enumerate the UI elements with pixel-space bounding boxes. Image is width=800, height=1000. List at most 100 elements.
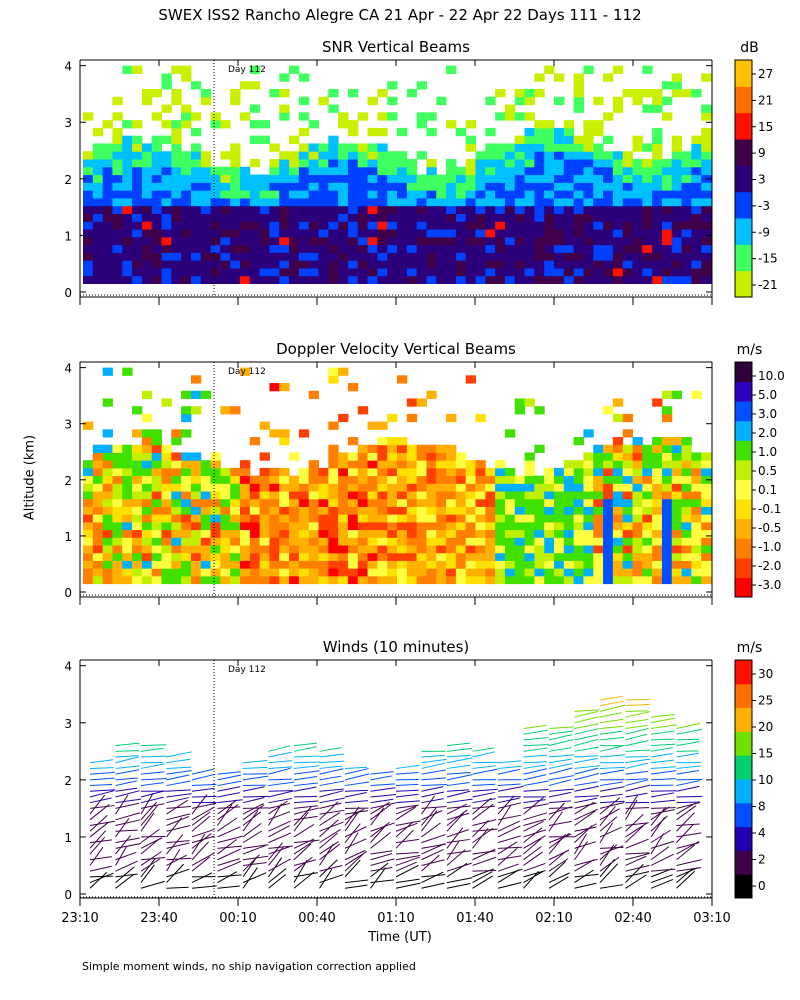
- velocity-cell: [230, 406, 241, 415]
- velocity-cell: [102, 552, 113, 561]
- snr-cell: [652, 174, 663, 183]
- wind-barb: [166, 789, 191, 792]
- wind-barb: [625, 784, 651, 792]
- velocity-cell: [406, 529, 418, 538]
- velocity-cell: [377, 545, 388, 554]
- snr-cell: [132, 174, 143, 183]
- snr-cell: [141, 182, 153, 191]
- colorbar-segment: [735, 707, 752, 732]
- velocity-cell: [259, 568, 270, 577]
- velocity-cell: [573, 529, 584, 538]
- velocity-cell: [671, 475, 683, 484]
- velocity-cell: [671, 506, 683, 515]
- wind-barb: [497, 802, 521, 809]
- snr-cell: [544, 151, 555, 160]
- snr-cell: [377, 190, 388, 199]
- wind-barb: [115, 769, 140, 775]
- wind-barb: [344, 859, 361, 878]
- velocity-cell: [661, 460, 673, 469]
- wind-barb: [268, 811, 291, 821]
- snr-cell: [554, 229, 565, 238]
- velocity-cell: [357, 568, 369, 577]
- wind-barb: [268, 874, 286, 889]
- velocity-cell: [161, 460, 172, 469]
- wind-barb: [217, 826, 241, 838]
- wind-barb: [676, 785, 700, 792]
- wind-barb: [140, 796, 164, 804]
- snr-cell: [171, 205, 182, 214]
- snr-cell: [171, 135, 182, 144]
- wind-barb: [242, 855, 269, 861]
- velocity-cell: [83, 483, 94, 492]
- snr-cell: [249, 260, 261, 269]
- velocity-cell: [573, 483, 584, 492]
- snr-cell: [534, 127, 545, 137]
- snr-cell: [573, 166, 584, 176]
- snr-cell: [230, 205, 241, 214]
- velocity-cell: [504, 545, 516, 554]
- velocity-cell: [632, 552, 643, 561]
- snr-cell: [122, 260, 133, 269]
- wind-barb: [421, 758, 447, 764]
- snr-cell: [200, 275, 212, 285]
- velocity-cell: [563, 460, 575, 469]
- velocity-cell: [377, 552, 388, 561]
- velocity-cell: [701, 529, 712, 538]
- velocity-cell: [504, 514, 516, 523]
- snr-cell: [612, 65, 624, 74]
- velocity-cell: [387, 575, 398, 585]
- velocity-cell: [563, 514, 575, 523]
- velocity-cell: [622, 498, 633, 507]
- velocity-cell: [328, 467, 339, 477]
- velocity-cell: [622, 514, 633, 523]
- snr-cell: [377, 267, 388, 277]
- velocity-cell: [661, 506, 673, 515]
- snr-cell: [524, 267, 535, 277]
- velocity-cell: [495, 491, 506, 500]
- wind-barb: [191, 806, 215, 821]
- snr-cell: [308, 143, 319, 152]
- velocity-cell: [181, 552, 192, 561]
- snr-cell: [318, 275, 329, 285]
- wind-barb: [370, 787, 396, 792]
- wind-barb: [268, 868, 287, 883]
- velocity-cell: [112, 568, 123, 577]
- snr-cell: [544, 190, 555, 199]
- snr-cell: [377, 182, 388, 191]
- snr-cell: [249, 159, 261, 168]
- velocity-cell: [347, 383, 359, 392]
- wind-barb: [574, 781, 598, 787]
- velocity-cell: [347, 460, 359, 469]
- snr-cell: [200, 229, 212, 238]
- velocity-cell: [583, 568, 594, 577]
- velocity-cell: [387, 483, 398, 492]
- velocity-cell: [436, 460, 447, 469]
- velocity-cell: [583, 575, 594, 585]
- velocity-cell: [347, 452, 359, 461]
- velocity-cell: [259, 506, 270, 515]
- velocity-cell: [279, 552, 290, 561]
- wind-barb: [115, 837, 140, 844]
- snr-cell: [269, 267, 280, 277]
- snr-cell: [141, 236, 153, 246]
- wind-barb: [395, 806, 416, 821]
- velocity-cell: [240, 560, 251, 569]
- snr-cell: [504, 267, 516, 277]
- velocity-cell: [544, 560, 555, 569]
- velocity-cell: [495, 498, 506, 507]
- snr-cell: [455, 244, 467, 253]
- snr-cell: [524, 197, 535, 207]
- velocity-cell: [289, 475, 300, 484]
- wind-barb: [89, 814, 108, 832]
- wind-barb: [191, 828, 215, 838]
- wind-barb: [217, 799, 238, 815]
- velocity-cell: [593, 514, 604, 523]
- wind-barb: [344, 789, 368, 792]
- velocity-cell: [652, 521, 663, 531]
- snr-cell: [612, 190, 624, 199]
- snr-cell: [563, 221, 575, 230]
- velocity-cell: [534, 537, 545, 546]
- wind-barb: [472, 798, 496, 804]
- velocity-cell: [681, 537, 692, 546]
- velocity-cell: [681, 452, 692, 461]
